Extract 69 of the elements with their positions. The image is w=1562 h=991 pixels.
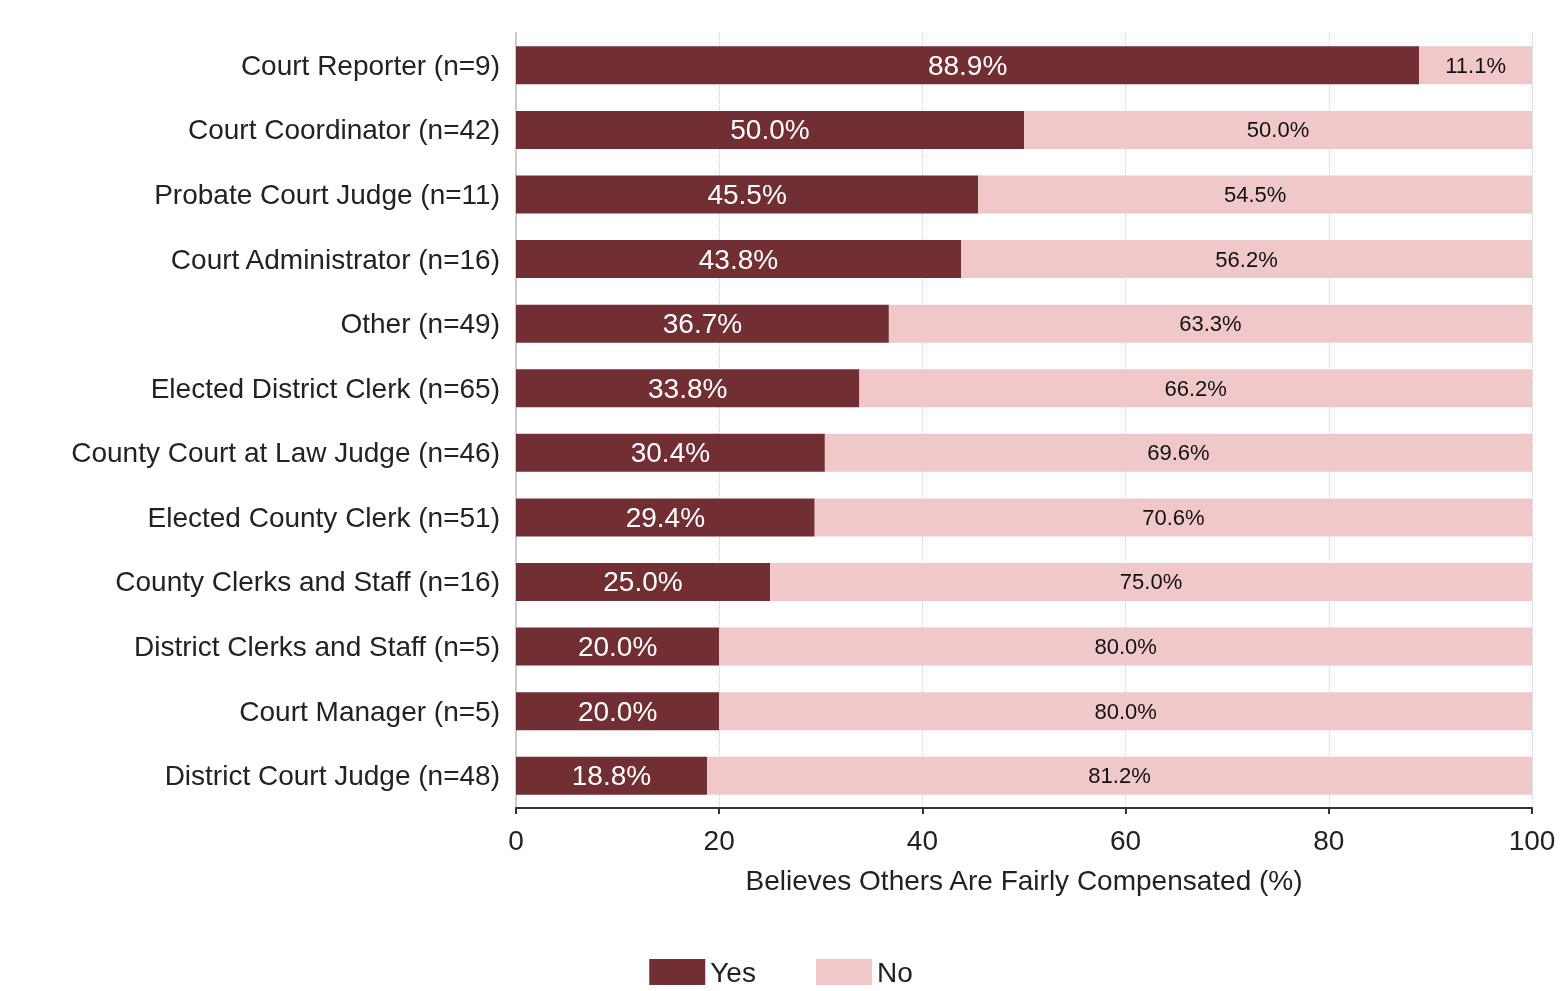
data-label: 56.2% [1215,246,1278,272]
data-label: 30.4% [630,437,711,469]
data-label: 63.3% [1179,311,1242,337]
x-tick-label: 60 [1110,824,1142,856]
bar [516,240,962,279]
y-tick-label: Court Coordinator (n=42) [187,114,500,146]
data-label: 80.0% [1094,698,1157,724]
bar [516,756,708,795]
data-label: 29.4% [625,501,706,533]
bar [516,46,1420,85]
data-label: 69.6% [1147,440,1210,466]
x-axis-title: Believes Others Are Fairly Compensated (%) [745,864,1303,896]
y-tick-label: Court Administrator (n=16) [170,243,500,275]
data-label: 70.6% [1142,504,1205,530]
data-label: 18.8% [571,760,652,792]
bar [824,433,1532,472]
legend-label: No [876,956,913,988]
y-tick-label: Other (n=49) [340,308,500,340]
legend-label: Yes [710,956,756,988]
y-tick-label: County Court at Law Judge (n=46) [71,437,500,469]
data-label: 20.0% [577,631,658,663]
x-tick-label: 20 [703,824,735,856]
bar [516,175,979,214]
bar [707,756,1532,795]
data-label: 54.5% [1223,181,1287,207]
x-tick-label: 80 [1313,824,1345,856]
y-tick-label: Court Reporter (n=9) [240,49,500,81]
data-label: 36.7% [662,308,743,340]
data-label: 80.0% [1094,634,1157,660]
bar [719,627,1532,666]
bar [516,433,825,472]
bar [859,369,1532,408]
bar [516,498,815,537]
data-label: 20.0% [577,695,658,727]
data-label: 43.8% [698,243,779,275]
bar [516,369,860,408]
y-tick-label: Elected District Clerk (n=65) [150,372,500,404]
bar [516,562,770,601]
bar [516,627,720,666]
bar [888,304,1532,343]
data-label: 50.0% [730,114,810,146]
bar [516,692,720,731]
bar [516,110,1024,149]
data-label: 88.9% [927,49,1008,81]
x-tick-label: 0 [508,824,524,856]
y-tick-label: District Clerks and Staff (n=5) [134,631,500,663]
bar [978,175,1532,214]
data-label: 66.2% [1164,375,1227,401]
data-label: 75.0% [1119,569,1183,595]
bar [770,562,1532,601]
data-label: 50.0% [1246,117,1310,143]
bar [814,498,1532,537]
y-tick-label: Elected County Clerk (n=51) [147,501,500,533]
y-tick-label: District Court Judge (n=48) [164,760,500,792]
x-tick-label: 40 [906,824,938,856]
y-tick-label: Probate Court Judge (n=11) [154,178,500,210]
data-label: 11.1% [1445,52,1506,78]
x-tick-label: 100 [1508,824,1556,856]
bar [1419,46,1532,85]
data-label: 33.8% [648,372,728,404]
bar [961,240,1532,279]
data-label: 81.2% [1088,763,1151,789]
bar [1024,110,1532,149]
y-tick-label: County Clerks and Staff (n=16) [115,566,500,598]
data-label: 45.5% [707,178,787,210]
bar [516,304,889,343]
bar [719,692,1532,731]
y-tick-label: Court Manager (n=5) [239,695,500,727]
data-label: 25.0% [603,566,683,598]
